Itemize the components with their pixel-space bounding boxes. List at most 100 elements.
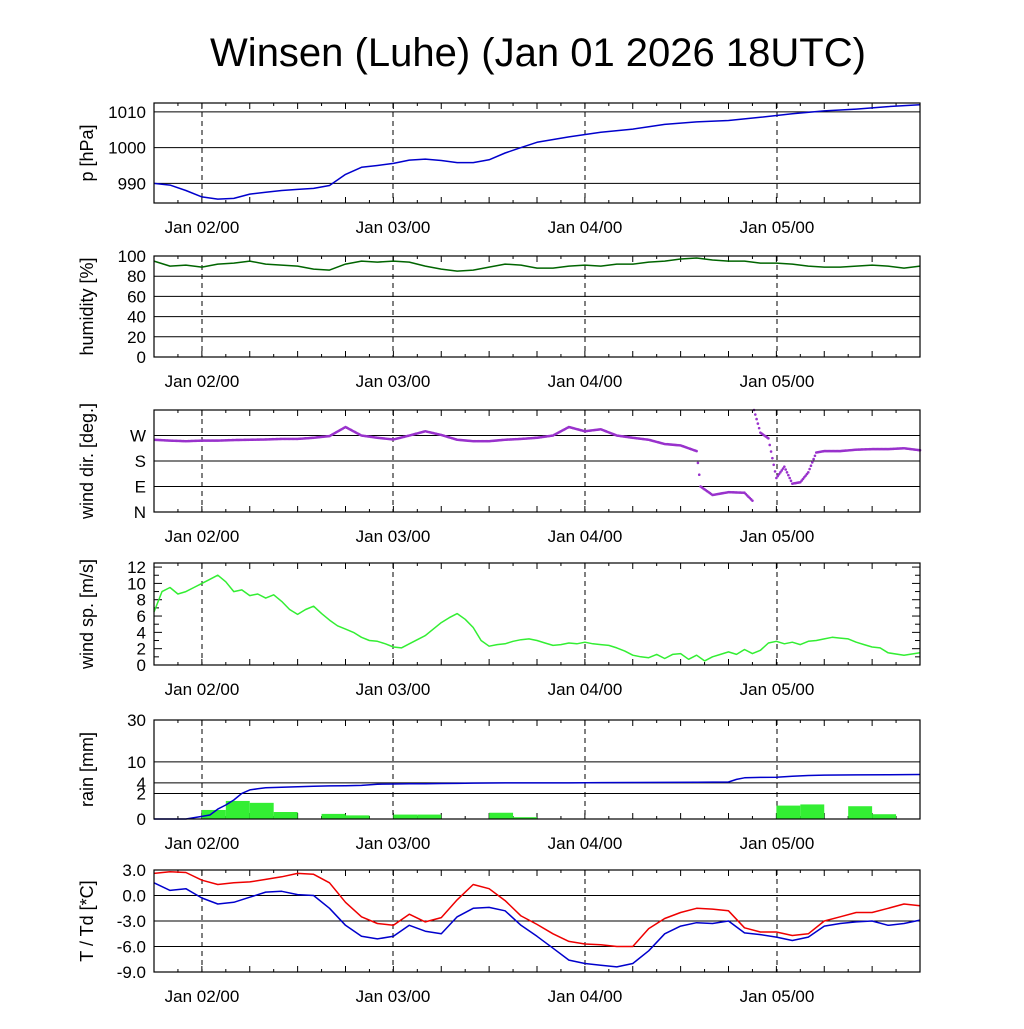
date-label-1: Jan 03/00 — [356, 987, 431, 1006]
rain-bar-9 — [417, 814, 442, 819]
rain-bar-28 — [872, 814, 897, 819]
wind-dir-point-43-4 — [772, 463, 776, 467]
y-tick-label-1: 0.0 — [122, 887, 146, 906]
y-tick-label-5: 10 — [127, 574, 146, 593]
panel-frame — [153, 869, 921, 973]
y-axis-title: rain [mm] — [77, 732, 97, 807]
y-axis-title: p [hPa] — [77, 124, 97, 181]
wind-dir-point-43-5 — [773, 470, 777, 473]
date-label-0: Jan 02/00 — [165, 527, 240, 546]
series-line-humidity — [153, 257, 921, 272]
date-label-3: Jan 05/00 — [740, 527, 815, 546]
rain-bar-13 — [513, 817, 537, 819]
y-tick-label-5: 100 — [118, 247, 146, 266]
panel-frame — [153, 255, 921, 358]
y-tick-label-2: 40 — [127, 308, 146, 327]
y-tick-label-3: W — [130, 427, 146, 446]
wind-dir-point-44-3 — [779, 471, 782, 474]
date-label-2: Jan 04/00 — [548, 834, 623, 853]
y-tick-label-4: 30 — [127, 711, 146, 730]
wind-dir-point-45-2 — [785, 471, 789, 474]
rain-bar-3 — [273, 811, 298, 819]
date-label-1: Jan 03/00 — [356, 372, 431, 391]
date-label-0: Jan 02/00 — [165, 218, 240, 237]
wind-dir-point-43-6 — [775, 476, 778, 480]
wind-dir-point-44-6 — [783, 465, 786, 468]
y-tick-label-3: 10 — [127, 753, 146, 772]
series-line-temperature — [153, 870, 921, 948]
date-label-2: Jan 04/00 — [548, 680, 623, 699]
date-label-1: Jan 03/00 — [356, 527, 431, 546]
wind-dir-point-41-3 — [756, 422, 760, 425]
rain-bar-6 — [345, 815, 370, 819]
date-label-3: Jan 05/00 — [740, 987, 815, 1006]
wind-dir-point-47-6 — [806, 471, 810, 474]
date-label-0: Jan 02/00 — [165, 372, 240, 391]
date-label-2: Jan 04/00 — [548, 218, 623, 237]
series-line-wind_speed — [153, 574, 921, 662]
date-label-1: Jan 03/00 — [356, 834, 431, 853]
y-tick-label-0: 0 — [137, 810, 146, 829]
y-tick-label-0: 990 — [118, 174, 146, 193]
date-label-3: Jan 05/00 — [740, 372, 815, 391]
panel-frame — [153, 102, 921, 204]
y-tick-label-1: E — [135, 478, 146, 497]
date-label-0: Jan 02/00 — [165, 834, 240, 853]
rain-bar-1 — [225, 800, 250, 819]
wind-dir-point-35-2 — [697, 473, 701, 476]
y-tick-label-3: 60 — [127, 287, 146, 306]
wind-dir-point-43-1 — [768, 443, 772, 447]
series-line-rain_line — [154, 773, 921, 820]
rain-bar-8 — [393, 814, 418, 819]
wind-dir-point-44-2 — [777, 472, 781, 476]
y-tick-label-1: 1000 — [108, 139, 146, 158]
y-tick-label-0: 3.0 — [122, 861, 146, 880]
panel-5: 3.0 0.0 -3.0 -6.0 -9.0 T / Td [*C] Jan 02/00 Ja… — [77, 861, 921, 1006]
y-tick-label-4: 8 — [137, 591, 146, 610]
rain-bar-25 — [800, 804, 825, 819]
y-tick-label-6: 12 — [127, 558, 146, 577]
y-axis-title: wind sp. [m/s] — [77, 559, 97, 670]
rain-bar-2 — [249, 802, 274, 819]
panel-frame — [153, 562, 921, 666]
panel-0: 990 1000 1010 p [hPa] Jan 02/00 Jan 03/00 Jan … — [77, 102, 921, 237]
y-axis-title: wind dir. [deg.] — [77, 403, 97, 520]
y-tick-label-1: 2 — [137, 784, 146, 803]
date-label-3: Jan 05/00 — [740, 680, 815, 699]
rain-bar-12 — [489, 812, 514, 819]
wind-dir-point-43-2 — [769, 450, 773, 453]
series-line-pressure — [153, 104, 921, 200]
wind-dir-point-48-5 — [813, 454, 817, 458]
date-label-1: Jan 03/00 — [356, 680, 431, 699]
date-label-2: Jan 04/00 — [548, 987, 623, 1006]
wind-dir-point-45-1 — [784, 468, 787, 471]
wind-dir-point-41-1 — [754, 413, 757, 416]
date-label-2: Jan 04/00 — [548, 527, 623, 546]
wind-dir-point-45-3 — [787, 473, 790, 477]
wind-dir-point-41-2 — [755, 417, 758, 421]
wind-dir-point-48-1 — [808, 467, 811, 471]
y-tick-label-2: 4 — [137, 774, 146, 793]
y-tick-label-0: 0 — [137, 348, 146, 367]
wind-dir-point-44-4 — [780, 469, 783, 472]
y-tick-label-3: 6 — [137, 607, 146, 626]
panel-4: 0 24 10 30 rain [mm] Jan 02/00 Jan 03/00 Jan 04… — [77, 711, 921, 853]
wind-dir-point-43-3 — [771, 456, 774, 460]
wind-dir-point-48-4 — [812, 457, 815, 461]
rain-bar-5 — [321, 813, 346, 819]
wind-dir-point-45-4 — [788, 476, 791, 480]
date-label-2: Jan 04/00 — [548, 372, 623, 391]
date-label-0: Jan 02/00 — [165, 680, 240, 699]
y-tick-label-1: 2 — [137, 640, 146, 659]
y-tick-label-2: 1010 — [108, 103, 146, 122]
wind-dir-point-44-1 — [776, 474, 780, 478]
rain-bar-0 — [201, 809, 226, 819]
wind-dir-point-48-2 — [809, 464, 813, 468]
rain-bar-27 — [848, 806, 873, 819]
date-label-0: Jan 02/00 — [165, 987, 240, 1006]
chart-title: Winsen (Luhe) (Jan 01 2026 18UTC) — [210, 31, 866, 75]
series-line-dewpoint — [153, 882, 921, 968]
